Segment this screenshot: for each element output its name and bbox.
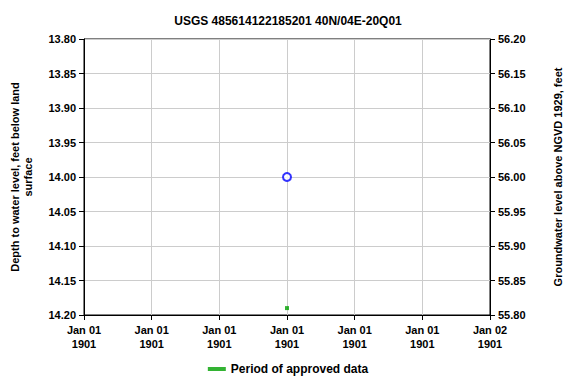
svg-text:Jan 01: Jan 01 (338, 324, 372, 336)
svg-text:1901: 1901 (72, 338, 96, 350)
svg-text:13.95: 13.95 (48, 137, 76, 149)
svg-text:14.10: 14.10 (48, 240, 76, 252)
svg-text:13.85: 13.85 (48, 68, 76, 80)
svg-text:14.05: 14.05 (48, 206, 76, 218)
svg-text:55.80: 55.80 (498, 309, 526, 321)
svg-text:55.85: 55.85 (498, 275, 526, 287)
svg-text:56.15: 56.15 (498, 68, 526, 80)
svg-text:Jan 01: Jan 01 (202, 324, 236, 336)
svg-text:1901: 1901 (139, 338, 163, 350)
svg-text:surface: surface (22, 157, 34, 196)
svg-text:Period of approved data: Period of approved data (231, 362, 369, 376)
svg-text:14.15: 14.15 (48, 275, 76, 287)
svg-text:Groundwater level above NGVD 1: Groundwater level above NGVD 1929, feet (552, 67, 564, 286)
svg-text:56.20: 56.20 (498, 33, 526, 45)
svg-text:13.90: 13.90 (48, 102, 76, 114)
svg-text:13.80: 13.80 (48, 33, 76, 45)
svg-text:1901: 1901 (478, 338, 502, 350)
svg-text:1901: 1901 (342, 338, 366, 350)
svg-text:56.10: 56.10 (498, 102, 526, 114)
svg-text:Jan 01: Jan 01 (270, 324, 304, 336)
svg-text:56.05: 56.05 (498, 137, 526, 149)
svg-text:14.20: 14.20 (48, 309, 76, 321)
svg-text:USGS 485614122185201 40N/04E-2: USGS 485614122185201 40N/04E-20Q01 (174, 14, 402, 28)
svg-text:Jan 01: Jan 01 (67, 324, 101, 336)
svg-text:55.90: 55.90 (498, 240, 526, 252)
svg-text:1901: 1901 (207, 338, 231, 350)
svg-text:Depth to water level, feet bel: Depth to water level, feet below land (9, 82, 21, 271)
svg-text:Jan 01: Jan 01 (405, 324, 439, 336)
svg-text:55.95: 55.95 (498, 206, 526, 218)
svg-text:56.00: 56.00 (498, 171, 526, 183)
svg-text:Jan 02: Jan 02 (473, 324, 507, 336)
svg-text:Jan 01: Jan 01 (135, 324, 169, 336)
svg-text:14.00: 14.00 (48, 171, 76, 183)
svg-text:1901: 1901 (410, 338, 434, 350)
svg-text:1901: 1901 (275, 338, 299, 350)
